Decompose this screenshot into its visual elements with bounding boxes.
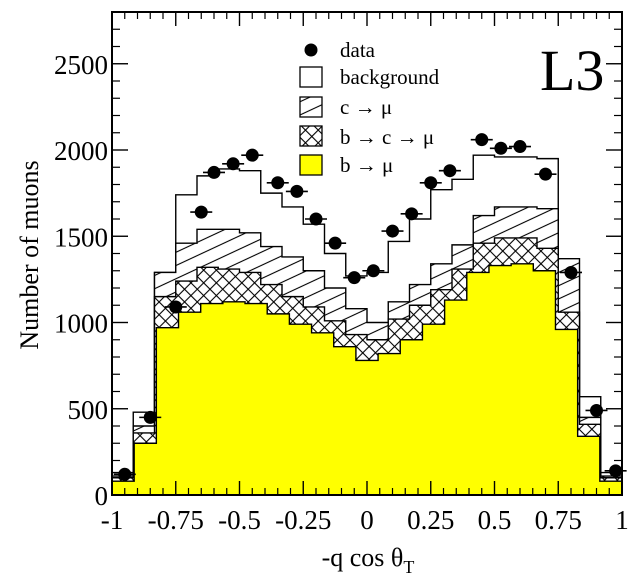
x-tick-label: 0.75: [535, 505, 582, 535]
legend-swatch-b-to-mu: [299, 154, 323, 176]
legend-item-data: data: [304, 38, 376, 62]
legend-swatch-c-to-mu: [299, 96, 323, 118]
experiment-label: L3: [540, 38, 604, 103]
x-axis-title-main: -q cos θ: [322, 543, 404, 572]
data-point: [494, 141, 508, 155]
y-tick-label: 500: [68, 395, 109, 425]
data-points: [113, 133, 627, 481]
axis-ticks: -1 -0.75 -0.5 -0.25 0 0.25 0.5 0.75 1 0 500 1000 150…: [54, 12, 629, 535]
legend-label-b-to-mu: b → μ: [340, 153, 393, 177]
b-to-mu-histogram: [111, 263, 623, 496]
legend-swatch-b-to-c-to-mu: [299, 125, 323, 147]
legend: data background c → μ b → c → μ b → μ: [299, 38, 440, 177]
y-tick-label: 2000: [54, 136, 108, 166]
data-point: [143, 410, 157, 424]
stacked-histogram: [111, 154, 623, 496]
data-point: [513, 140, 527, 154]
data-point: [347, 271, 361, 285]
legend-item-b-to-c-to-mu: b → c → μ: [299, 125, 434, 149]
data-point: [539, 167, 552, 181]
data-point: [194, 205, 208, 219]
legend-label-c-to-mu: c → μ: [340, 95, 392, 119]
data-point: [169, 300, 183, 314]
y-tick-label: 0: [95, 481, 109, 511]
legend-item-b-to-mu: b → μ: [299, 153, 393, 177]
x-tick-label: 0.25: [407, 505, 454, 535]
x-tick-label: -1: [101, 505, 124, 535]
legend-item-c-to-mu: c → μ: [299, 95, 392, 119]
data-point: [290, 184, 304, 198]
y-tick-label: 1500: [54, 222, 108, 252]
data-point: [424, 176, 438, 190]
data-point: [609, 464, 623, 478]
data-point: [475, 133, 489, 147]
data-point: [443, 164, 457, 178]
x-tick-label: 0: [360, 505, 374, 535]
x-tick-label: 0.5: [478, 505, 512, 535]
data-point: [245, 148, 259, 162]
legend-label-background: background: [340, 65, 440, 89]
data-point: [366, 264, 380, 278]
data-point: [405, 207, 419, 221]
data-point: [118, 467, 132, 481]
x-tick-label: 1: [615, 505, 629, 535]
data-point: [271, 176, 285, 190]
x-tick-label: -0.25: [275, 505, 331, 535]
data-point: [590, 403, 603, 417]
x-tick-label: -0.5: [218, 505, 261, 535]
y-tick-label: 2500: [54, 50, 108, 80]
legend-label-data: data: [340, 38, 376, 62]
x-axis-title: -q cos θT: [322, 543, 415, 577]
data-point: [226, 157, 240, 171]
data-point: [564, 265, 578, 279]
legend-label-b-to-c-to-mu: b → c → μ: [340, 125, 434, 149]
data-point: [309, 212, 323, 226]
data-point: [386, 224, 399, 238]
y-tick-label: 1000: [54, 309, 108, 339]
x-tick-label: -0.75: [148, 505, 204, 535]
data-point: [328, 236, 342, 250]
x-axis-title-subscript: T: [403, 557, 414, 577]
legend-swatch-data: [304, 43, 318, 57]
legend-item-background: background: [299, 65, 440, 89]
data-point: [207, 165, 221, 179]
legend-swatch-background: [299, 66, 323, 88]
y-axis-title: Number of muons: [15, 160, 44, 349]
